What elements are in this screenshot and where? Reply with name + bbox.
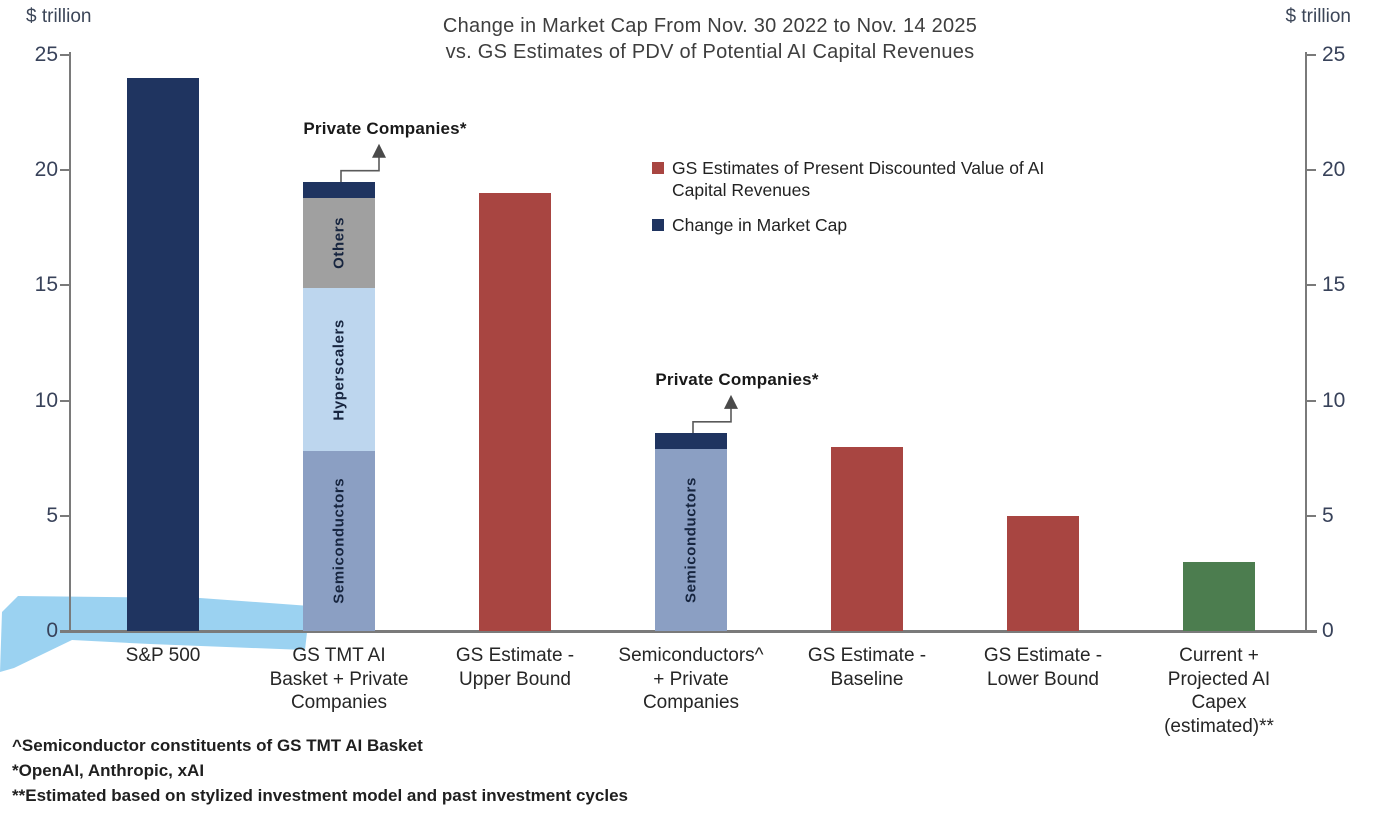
y-tick-right	[1307, 399, 1316, 402]
bar-segment-red	[479, 193, 551, 631]
x-axis-category-label: Semiconductors^ + Private Companies	[618, 645, 764, 714]
legend-item-pdv: GS Estimates of Present Discounted Value…	[652, 157, 1044, 202]
legend-swatch-navy-icon	[652, 218, 664, 231]
footnotes: ^Semiconductor constituents of GS TMT AI…	[12, 733, 628, 808]
y-tick-left	[60, 399, 69, 402]
y-tick-label-right: 10	[1322, 388, 1346, 412]
annotation-private-companies: Private Companies*	[303, 118, 467, 138]
bar-segment-label: Semiconductors	[330, 478, 348, 605]
y-tick-label-right: 25	[1322, 43, 1346, 66]
y-tick-label-left: 5	[46, 503, 58, 527]
x-axis-category-label: GS Estimate - Baseline	[807, 645, 927, 690]
bar-segment-label: Semiconductors	[682, 477, 700, 603]
x-axis-category-label: GS Estimate - Lower Bound	[983, 645, 1103, 690]
y-tick-label-left: 25	[34, 43, 58, 66]
bar-segment-label: Hyperscalers	[330, 318, 348, 421]
bar-segment-steel_blue: Semiconductors	[655, 448, 727, 631]
legend-item-market-cap: Change in Market Cap	[652, 214, 1044, 236]
bar-segment-navy	[655, 432, 727, 449]
y-tick-right	[1307, 630, 1316, 632]
y-tick-right	[1307, 284, 1316, 287]
bar-segment-navy	[127, 78, 199, 631]
annotation-private-companies: Private Companies*	[655, 369, 819, 389]
x-axis-category-label: GS TMT AI Basket + Private Companies	[269, 645, 409, 714]
legend-swatch-red-icon	[652, 162, 664, 174]
y-tick-right	[1307, 169, 1316, 172]
y-axis-left	[69, 52, 71, 633]
y-tick-label-left: 0	[46, 619, 58, 642]
chart-title: Change in Market Cap From Nov. 30 2022 t…	[442, 15, 978, 64]
y-tick-left	[60, 514, 69, 517]
footnote-private-companies: *OpenAI, Anthropic, xAI	[12, 761, 205, 780]
y-tick-right	[1307, 54, 1316, 56]
y-axis-unit-left: $ trillion	[26, 6, 92, 27]
bar-segment-green	[1183, 561, 1255, 631]
legend-label-market-cap: Change in Market Cap	[672, 214, 848, 235]
y-tick-left	[60, 630, 69, 632]
y-tick-label-left: 10	[34, 388, 58, 412]
y-tick-left	[60, 54, 69, 56]
footnote-semiconductor: ^Semiconductor constituents of GS TMT AI…	[12, 736, 423, 755]
y-tick-label-left: 15	[34, 273, 58, 297]
y-axis-right	[1305, 52, 1307, 633]
annotation-arrowhead-icon	[372, 143, 386, 158]
y-tick-right	[1307, 514, 1316, 517]
x-axis-category-label: S&P 500	[125, 645, 201, 666]
annotation-arrowhead-icon	[724, 394, 738, 409]
bar-segment-steel_blue: Semiconductors	[303, 451, 375, 631]
bar-segment-navy	[303, 181, 375, 198]
y-tick-left	[60, 284, 69, 287]
legend-label-pdv: GS Estimates of Present Discounted Value…	[672, 158, 1045, 201]
y-tick-left	[60, 169, 69, 172]
bar-segment-red	[831, 446, 903, 631]
footnote-estimated: **Estimated based on stylized investment…	[12, 786, 628, 805]
x-axis-category-label: GS Estimate - Upper Bound	[455, 645, 575, 690]
y-tick-label-right: 5	[1322, 503, 1334, 527]
y-tick-label-right: 15	[1322, 273, 1346, 297]
y-axis-unit-right: $ trillion	[1285, 6, 1351, 27]
x-axis-category-label: Current + Projected AI Capex (estimated)…	[1164, 645, 1274, 737]
bar-segment-gray: Others	[303, 197, 375, 288]
bar-segment-light_blue: Hyperscalers	[303, 287, 375, 452]
y-tick-label-left: 20	[34, 158, 58, 182]
bar-segment-label: Others	[330, 216, 348, 269]
bar-segment-red	[1007, 515, 1079, 631]
y-tick-label-right: 0	[1322, 619, 1334, 642]
y-tick-label-right: 20	[1322, 158, 1346, 182]
legend: GS Estimates of Present Discounted Value…	[652, 157, 1044, 236]
x-axis-baseline	[60, 630, 1317, 633]
